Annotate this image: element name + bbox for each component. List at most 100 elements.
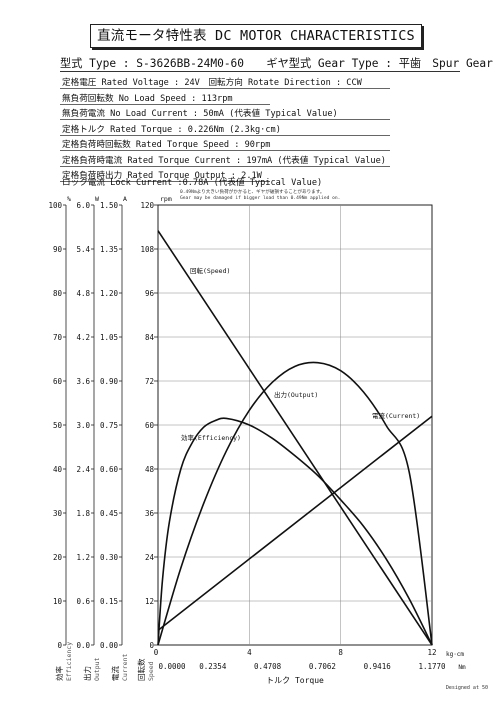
tick-label-kgcm: 8 xyxy=(338,648,343,657)
tick-label-rpm: 48 xyxy=(145,465,155,474)
axis-name-label: 電流Current xyxy=(110,654,129,681)
efficiency-curve xyxy=(157,417,433,646)
tick-label-%: 0 xyxy=(57,641,62,650)
tick-label-W: 0.0 xyxy=(76,641,90,650)
tick-label-rpm: 96 xyxy=(145,289,155,298)
spec-divider xyxy=(60,150,390,151)
tick-label-A: 0.60 xyxy=(100,465,119,474)
tick-label-kgcm: 0 xyxy=(154,648,159,657)
x-unit-kgcm: kg·cm xyxy=(446,651,464,658)
axis-name-en: Speed xyxy=(147,661,155,681)
tick-label-rpm: 84 xyxy=(145,333,155,342)
axis-name-en: Output xyxy=(93,657,101,681)
axis-name-jp: 効率 xyxy=(54,666,64,681)
spec-rated-torque-current: 定格負荷時電流 Rated Torque Current : 197mA (代表… xyxy=(62,156,386,166)
tick-label-nm: 0.9416 xyxy=(364,662,392,671)
tick-label-W: 1.2 xyxy=(76,553,90,562)
model-line: 型式 Type : S-3626BB-24M0-60 ギヤ型式 Gear Typ… xyxy=(60,57,493,70)
tick-label-W: 4.2 xyxy=(76,333,90,342)
axis-name-en: Efficiency xyxy=(65,642,73,681)
spec-rated-torque-speed: 定格負荷時回転数 Rated Torque Speed : 90rpm xyxy=(62,140,271,150)
spec-divider xyxy=(60,181,270,182)
axis-name-label: 出力Output xyxy=(82,657,101,681)
spec-divider xyxy=(60,88,390,89)
tick-label-rpm: 60 xyxy=(145,421,155,430)
series-label: 回転(Speed) xyxy=(190,267,230,275)
gear-warning-en: Gear may be damaged if bigger load than … xyxy=(180,195,340,201)
axis-name-en: Current xyxy=(121,654,129,681)
tick-label-A: 0.15 xyxy=(100,597,118,606)
tick-label-A: 0.90 xyxy=(100,377,119,386)
tick-label-W: 6.0 xyxy=(76,201,90,210)
tick-label-W: 3.0 xyxy=(76,421,90,430)
axis-unit-W: W xyxy=(95,195,99,203)
spec-rated-torque-output: 定格負荷時出力 Rated Torque Output : 2.1W xyxy=(62,171,262,181)
output-curve xyxy=(157,361,433,646)
chart-title: 直流モータ特性表 DC MOTOR CHARACTERISTICS xyxy=(97,28,415,44)
tick-label-rpm: 36 xyxy=(145,509,155,518)
tick-label-%: 30 xyxy=(53,509,63,518)
tick-label-kgcm: 4 xyxy=(247,648,252,657)
tick-label-A: 1.50 xyxy=(100,201,119,210)
axis-unit-rpm: rpm xyxy=(160,195,172,203)
gear-warning-jp: 0.49Nmより大きい負荷がかかると、ギヤが破損することがあります。 xyxy=(180,188,325,195)
speed-line xyxy=(157,230,433,646)
axis-unit-A: A xyxy=(123,195,127,203)
tick-label-W: 3.6 xyxy=(76,377,90,386)
tick-label-rpm: 72 xyxy=(145,377,154,386)
x-unit-nm: Nm xyxy=(458,664,466,671)
tick-label-A: 1.20 xyxy=(100,289,119,298)
tick-label-nm: 0.0000 xyxy=(158,662,186,671)
current-line xyxy=(157,415,433,631)
tick-label-%: 40 xyxy=(53,465,63,474)
tick-label-%: 10 xyxy=(53,597,63,606)
axis-name-jp: 電流 xyxy=(110,666,120,681)
tick-label-A: 0.00 xyxy=(100,641,119,650)
spec-divider xyxy=(60,166,390,167)
spec-no-load-speed: 無負荷回転数 No Load Speed : 113rpm xyxy=(62,94,233,104)
tick-label-rpm: 108 xyxy=(140,245,154,254)
tick-label-A: 1.05 xyxy=(100,333,118,342)
tick-label-A: 0.75 xyxy=(100,421,118,430)
spec-no-load-current: 無負荷電流 No Load Current : 50mA (代表値 Typica… xyxy=(62,109,338,119)
tick-label-rpm: 12 xyxy=(145,597,154,606)
tick-label-rpm: 24 xyxy=(145,553,155,562)
axis-unit-%: % xyxy=(67,195,71,203)
tick-label-W: 0.6 xyxy=(76,597,90,606)
tick-label-A: 0.30 xyxy=(100,553,119,562)
spec-lock-current: ロック電流 Lock Current :0.78A (代表値 Typical V… xyxy=(62,178,323,188)
spec-divider xyxy=(60,104,270,105)
tick-label-W: 5.4 xyxy=(76,245,90,254)
tick-label-%: 50 xyxy=(53,421,63,430)
x-axis-label: トルク Torque xyxy=(266,676,324,685)
title-box: 直流モータ特性表 DC MOTOR CHARACTERISTICS xyxy=(90,24,422,48)
series-label: 効率(Efficiency) xyxy=(181,433,241,442)
tick-label-nm: 0.7062 xyxy=(309,662,336,671)
tick-label-W: 4.8 xyxy=(76,289,90,298)
spec-divider xyxy=(60,119,390,120)
tick-label-kgcm: 12 xyxy=(427,648,436,657)
tick-label-A: 1.35 xyxy=(100,245,118,254)
tick-label-%: 90 xyxy=(53,245,63,254)
tick-label-%: 20 xyxy=(53,553,63,562)
tick-label-%: 100 xyxy=(48,201,62,210)
tick-label-W: 1.8 xyxy=(76,509,90,518)
spec-rated-voltage: 定格電圧 Rated Voltage : 24V 回転方向 Rotate Dir… xyxy=(62,78,362,88)
tick-label-nm: 1.1770 xyxy=(418,662,446,671)
tick-label-%: 80 xyxy=(53,289,63,298)
spec-rated-torque: 定格トルク Rated Torque : 0.226Nm (2.3kg·cm) xyxy=(62,125,281,135)
tick-label-%: 70 xyxy=(53,333,63,342)
axis-name-jp: 出力 xyxy=(82,666,92,681)
tick-label-nm: 0.2354 xyxy=(199,662,227,671)
model-underline xyxy=(60,71,460,72)
series-label: 出力(Output) xyxy=(274,390,318,399)
series-label: 電流(Current) xyxy=(372,411,420,420)
tick-label-rpm: 0 xyxy=(149,641,154,650)
tick-label-W: 2.4 xyxy=(76,465,90,474)
axis-name-label: 回転数Speed xyxy=(136,658,155,681)
tick-label-rpm: 120 xyxy=(140,201,154,210)
tick-label-A: 0.45 xyxy=(100,509,118,518)
tick-label-%: 60 xyxy=(53,377,63,386)
spec-divider xyxy=(60,135,390,136)
